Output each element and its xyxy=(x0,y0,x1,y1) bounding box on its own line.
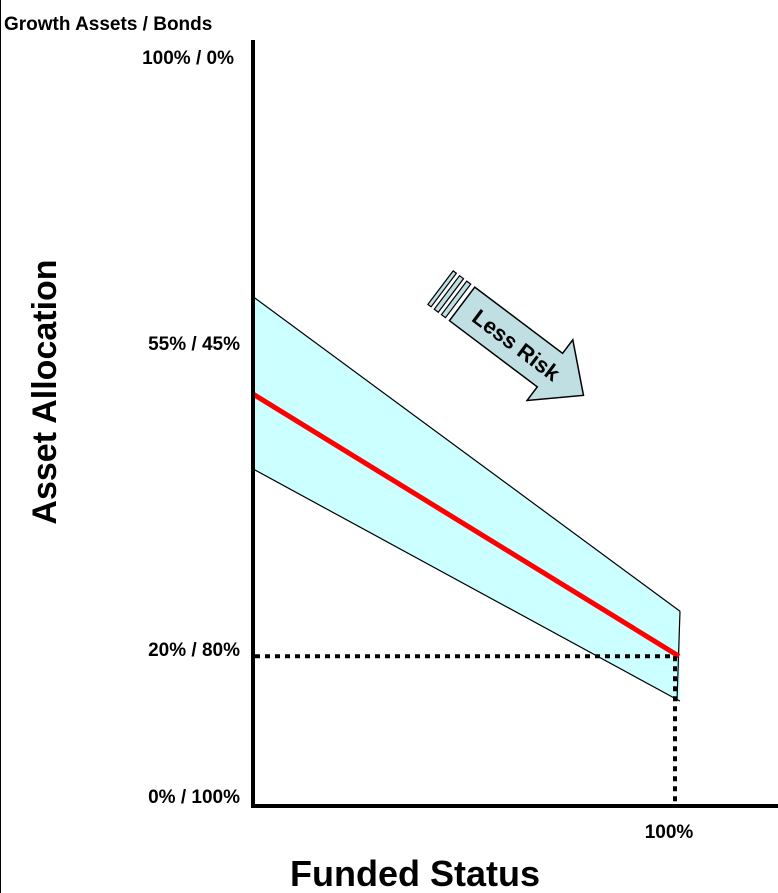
less-risk-arrow: Less Risk xyxy=(427,270,585,402)
glide-path-line xyxy=(251,391,681,659)
arrow-tail-stripe xyxy=(440,280,472,319)
arrow-tail-stripe xyxy=(427,270,458,308)
allocation-band xyxy=(253,296,680,702)
y-tick-label-100: 100% / 0% xyxy=(142,48,234,69)
band-upper-line xyxy=(252,296,681,612)
y-tick-label-20: 20% / 80% xyxy=(148,640,240,661)
y-axis-title: Asset Allocation xyxy=(26,259,64,524)
x-tick-label-100: 100% xyxy=(645,822,694,843)
y-unit-label: Growth Assets / Bonds xyxy=(4,14,212,35)
y-tick-label-0: 0% / 100% xyxy=(148,787,240,808)
arrow-body xyxy=(448,286,585,402)
band-lower-line xyxy=(252,468,681,702)
y-tick-label-55: 55% / 45% xyxy=(148,334,240,355)
x-axis-title: Funded Status xyxy=(290,853,540,893)
arrow-tail-stripe xyxy=(433,274,465,314)
